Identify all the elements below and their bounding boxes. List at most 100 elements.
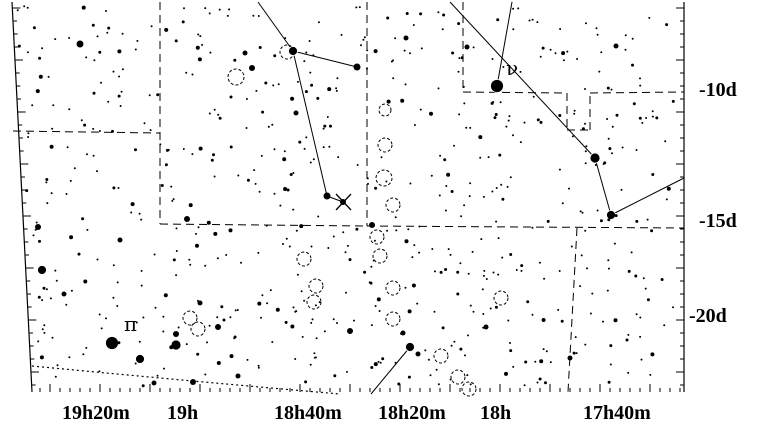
dec-label-20: -20d [689, 305, 727, 327]
star [370, 324, 373, 327]
star [468, 195, 471, 198]
star [199, 35, 202, 38]
star [328, 145, 331, 148]
star [403, 35, 409, 41]
star [197, 57, 202, 62]
star [279, 204, 282, 207]
star [35, 224, 41, 230]
dso-marker [493, 290, 509, 306]
star [620, 188, 623, 191]
star [584, 162, 587, 165]
star [377, 360, 380, 363]
star [651, 110, 654, 113]
star [283, 150, 286, 153]
star [140, 218, 143, 221]
star [233, 58, 237, 62]
star [304, 90, 308, 94]
star [487, 156, 490, 159]
star [39, 355, 44, 360]
star [112, 264, 115, 267]
star [479, 156, 482, 159]
star [649, 373, 652, 376]
star [309, 363, 312, 366]
star [366, 177, 369, 180]
star [77, 253, 80, 256]
star [456, 270, 460, 274]
star [579, 285, 582, 288]
star [265, 224, 268, 227]
star [495, 187, 498, 189]
star [610, 88, 613, 91]
star [271, 123, 274, 126]
star [327, 247, 330, 249]
star [215, 324, 221, 330]
star [217, 113, 220, 116]
star [369, 281, 373, 285]
star [96, 35, 99, 38]
star [322, 127, 325, 130]
star [80, 119, 83, 122]
star [195, 243, 199, 248]
star [531, 313, 534, 316]
star [449, 378, 452, 381]
star [323, 192, 331, 200]
star [370, 366, 374, 369]
star [606, 86, 610, 90]
star [284, 37, 287, 40]
star [462, 85, 465, 88]
star [41, 328, 44, 331]
star [167, 148, 170, 151]
star [181, 20, 185, 24]
star [73, 167, 76, 170]
star [353, 319, 355, 322]
star [434, 270, 436, 273]
star [340, 199, 346, 205]
deep-sky-markers [182, 44, 509, 397]
star [195, 45, 200, 50]
star [83, 279, 88, 284]
star [300, 290, 303, 293]
star [252, 14, 255, 17]
star [378, 310, 381, 312]
star [296, 273, 299, 276]
star [216, 361, 221, 365]
star [528, 19, 531, 22]
star [411, 283, 416, 288]
star [376, 297, 381, 302]
star [47, 75, 50, 78]
star [235, 373, 241, 379]
star [460, 215, 463, 218]
star [419, 108, 422, 111]
star [301, 335, 304, 338]
star [233, 337, 236, 340]
star [37, 295, 41, 299]
star [418, 225, 421, 228]
star [584, 88, 586, 90]
star [23, 5, 26, 8]
dso-marker [385, 197, 401, 213]
star [296, 80, 299, 83]
star [509, 349, 513, 353]
star [385, 180, 388, 183]
star [494, 113, 498, 116]
star [362, 38, 365, 41]
star [580, 254, 583, 257]
star [478, 135, 483, 140]
star [403, 49, 406, 52]
star [43, 324, 46, 327]
star [184, 216, 190, 222]
dso-marker [182, 310, 198, 326]
star [237, 174, 240, 177]
star [229, 145, 233, 149]
star [107, 100, 110, 103]
star [444, 209, 447, 212]
star [457, 70, 460, 73]
dso-marker [377, 137, 393, 153]
star [524, 360, 528, 364]
star [51, 336, 54, 339]
star [374, 186, 378, 190]
star [283, 187, 288, 191]
star [609, 344, 613, 348]
star [630, 251, 633, 254]
star [642, 277, 645, 280]
